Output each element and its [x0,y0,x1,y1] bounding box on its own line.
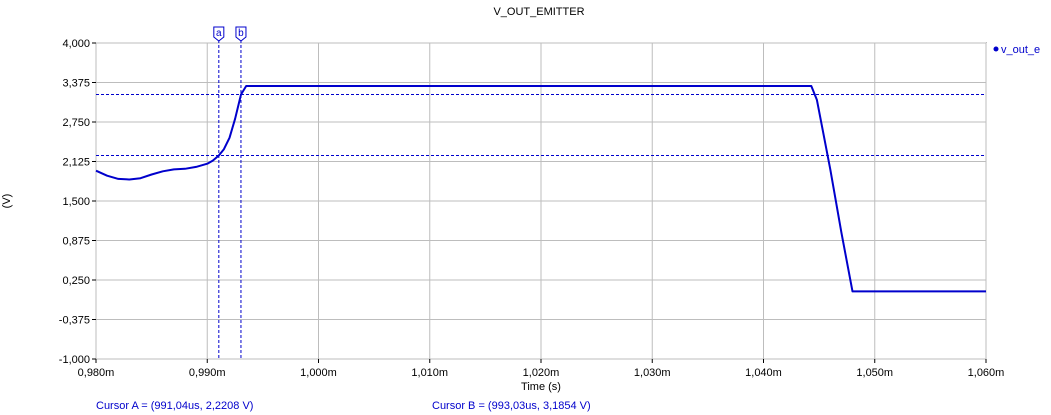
cursor-a-label: a [216,28,222,39]
y-tick-label: 2,750 [62,117,90,129]
chart-title: V_OUT_EMITTER [493,6,584,18]
series-group [95,85,986,293]
x-tick-label: 1,010m [411,367,448,379]
legend-entry: v_out_e [1001,44,1040,56]
x-tick-label: 1,000m [300,367,337,379]
grid [95,42,987,360]
y-axis-ticks: 4,000 3,375 2,750 2,125 1,500 0,875 0,250 -0,37… [59,38,96,366]
x-tick-label: 1,020m [523,367,560,379]
x-tick-label: 1,050m [856,367,893,379]
y-tick-label: -1,000 [59,354,90,366]
y-tick-label: 3,375 [62,78,90,90]
x-axis-label: Time (s) [521,381,561,393]
y-tick-label: 0,250 [62,275,90,287]
y-tick-label: 0,875 [62,236,90,248]
x-tick-label: 1,030m [634,367,671,379]
x-tick-label: 0,990m [189,367,226,379]
x-tick-label: 0,980m [78,367,115,379]
x-tick-label: 1,060m [968,367,1005,379]
cursor-a-marker-icon[interactable] [213,26,225,42]
cursor-a-readout: Cursor A = (991,04us, 2,2208 V) [96,400,253,412]
y-axis-label: (V) [1,194,13,209]
legend-dot-icon [993,46,999,52]
y-tick-label: 4,000 [62,38,90,50]
y-tick-label: 1,500 [62,196,90,208]
cursor-b-readout: Cursor B = (993,03us, 3,1854 V) [432,400,591,412]
cursor-b-label: b [238,28,244,39]
cursor-b-marker-icon[interactable] [235,26,247,42]
legend[interactable]: v_out_e [993,44,1041,56]
series-line-0 [95,85,986,293]
x-axis-ticks: 0,980m 0,990m 1,000m 1,010m 1,020m 1,030m 1,04… [78,359,1005,379]
x-tick-label: 1,040m [745,367,782,379]
y-tick-label: 2,125 [62,157,90,169]
y-tick-label: -0,375 [59,315,90,327]
